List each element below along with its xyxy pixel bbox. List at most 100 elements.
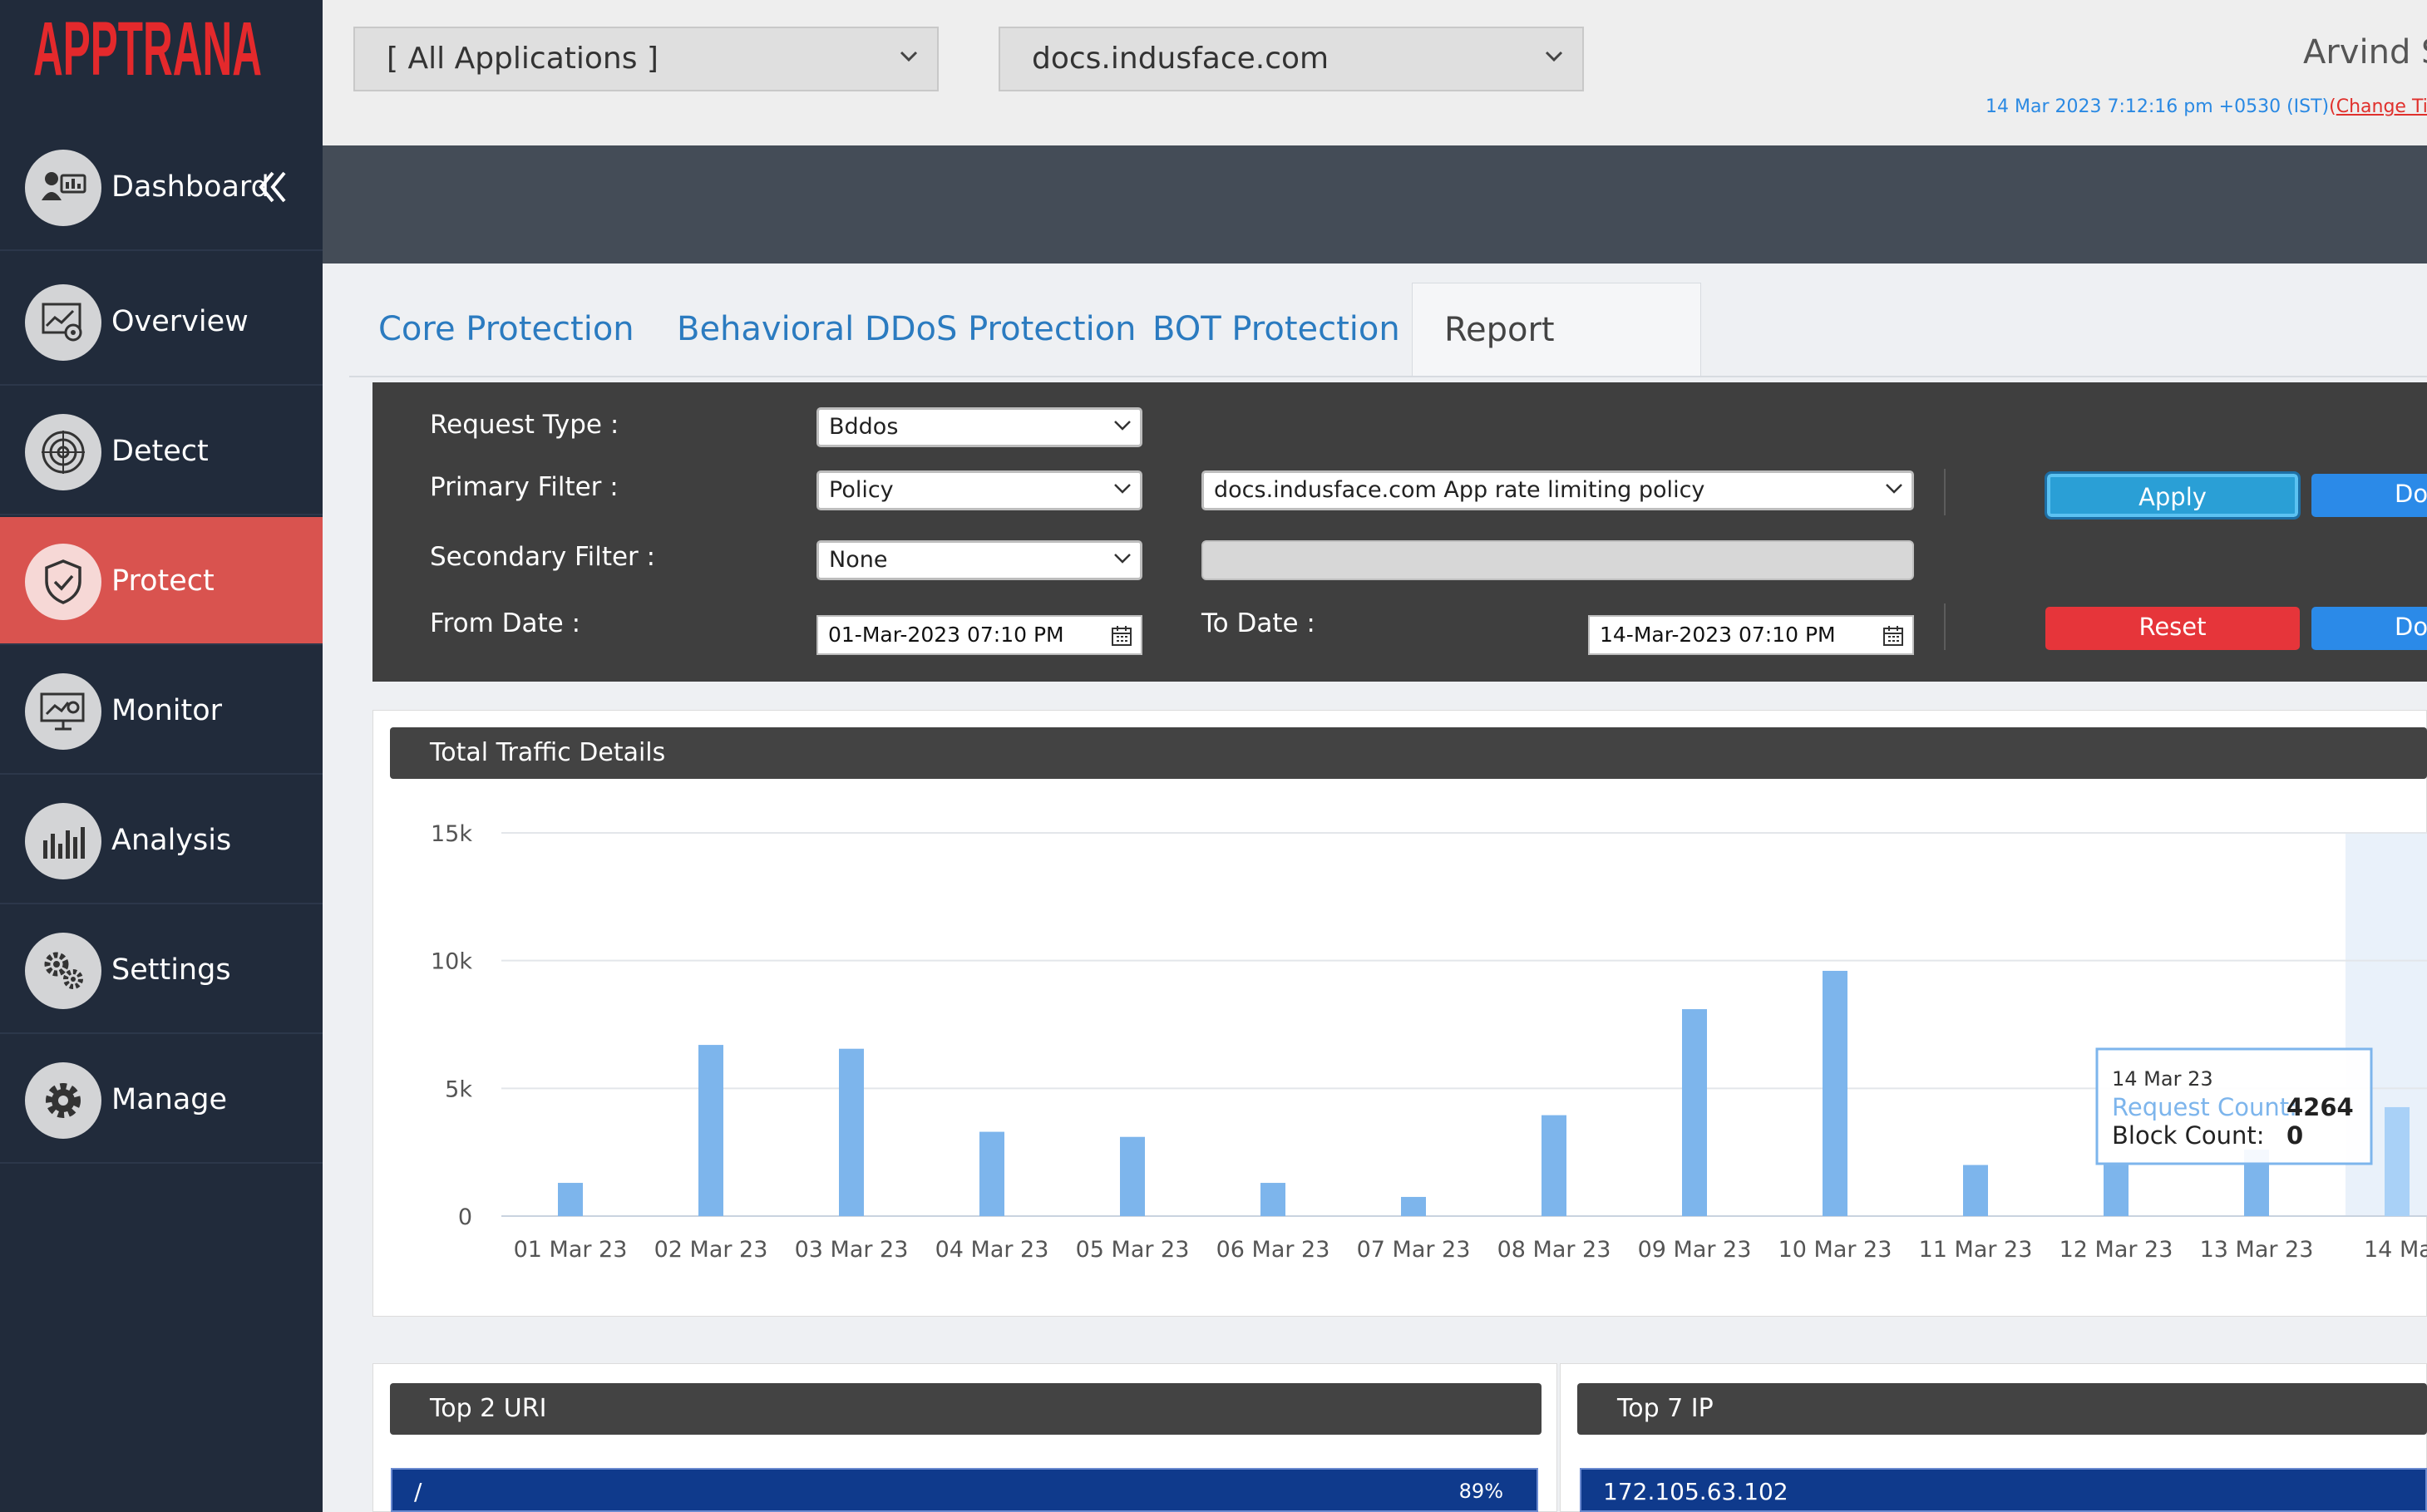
sidebar-item-analysis[interactable]: Analysis [0, 776, 323, 904]
divider [1944, 469, 1946, 515]
policy-select[interactable]: docs.indusface.com App rate limiting pol… [1201, 470, 1914, 510]
total-traffic-title: Total Traffic Details [390, 727, 2427, 779]
tab-core-protection[interactable]: Core Protection [378, 310, 634, 348]
request-type-select[interactable]: Bddos [816, 407, 1142, 447]
tooltip-box [2095, 1047, 2373, 1165]
secondary-filter-detail-select [1201, 540, 1914, 580]
y-tick-label: 5k [445, 1076, 472, 1102]
download-button[interactable]: Do [2311, 474, 2427, 517]
x-tick-label: 01 Mar 23 [514, 1237, 628, 1263]
change-time-link[interactable]: Change Tim [2336, 96, 2427, 117]
timestamp-text: 14 Mar 2023 7:12:16 pm +0530 (IST) [1986, 96, 2330, 117]
secondary-filter-select[interactable]: None [816, 540, 1142, 580]
x-tick-label: 09 Mar 23 [1638, 1237, 1752, 1263]
bar-9[interactable] [1682, 1009, 1707, 1216]
gear-icon [25, 1062, 101, 1139]
divider [1944, 603, 1946, 650]
sidebar-item-label: Monitor [111, 694, 223, 727]
shield-check-icon [25, 544, 101, 620]
calendar-icon[interactable] [1882, 625, 1904, 647]
tooltip-block-value: 0 [2286, 1121, 2303, 1150]
tab-behavioral-ddos-protection[interactable]: Behavioral DDoS Protection [677, 310, 1137, 348]
domain-select[interactable]: docs.indusface.com [999, 27, 1584, 91]
apptrana-logo[interactable]: APPTRANA [33, 7, 283, 90]
bar-14[interactable] [2385, 1106, 2410, 1216]
sidebar-item-overview[interactable]: Overview [0, 258, 323, 386]
chart-tooltip: 14 Mar 23 Request Count: 4264 Block Coun… [2095, 1047, 2373, 1165]
monitor-icon [25, 673, 101, 750]
traffic-bar-chart: 0 5k 10k 15k 01 Mar 23 02 Mar 23 03 Mar 23 04 … [431, 821, 2427, 1263]
tab-report-analysis[interactable]: Report Analysis [1412, 283, 1701, 442]
top-uri-title: Top 2 URI [390, 1383, 1542, 1435]
from-date-input[interactable]: 01-Mar-2023 07:10 PM [816, 615, 1142, 655]
x-tick-label: 12 Mar 23 [2059, 1237, 2173, 1263]
bar-5[interactable] [1120, 1136, 1145, 1216]
bar-10[interactable] [1823, 970, 1847, 1216]
bar-12[interactable] [2104, 1165, 2129, 1216]
ip-row[interactable]: 172.105.63.102 [1580, 1468, 2427, 1512]
x-tick-label: 11 Mar 23 [1919, 1237, 2033, 1263]
bar-7[interactable] [1401, 1196, 1426, 1216]
chevron-down-icon [1114, 484, 1131, 494]
sidebar-item-detect[interactable]: Detect [0, 387, 323, 515]
sidebar-item-protect[interactable]: Protect [0, 517, 323, 645]
primary-filter-value: Policy [829, 477, 894, 503]
gears-icon [25, 933, 101, 1009]
chevron-down-icon [1886, 484, 1902, 494]
to-date-label: To Date : [1201, 608, 1315, 638]
x-tick-label: 04 Mar 23 [935, 1237, 1049, 1263]
logo-text: APPTRANA [33, 7, 262, 90]
x-tick-label: 08 Mar 23 [1497, 1237, 1611, 1263]
sidebar-item-label: Settings [111, 953, 231, 987]
dashboard-icon [25, 150, 101, 226]
from-date-value: 01-Mar-2023 07:10 PM [828, 623, 1064, 647]
tab-bot-protection[interactable]: BOT Protection [1152, 310, 1400, 348]
apply-button[interactable]: Apply [2045, 471, 2301, 520]
bar-8[interactable] [1542, 1115, 1566, 1216]
bar-6[interactable] [1260, 1183, 1285, 1216]
overview-icon [25, 284, 101, 361]
y-tick-label: 10k [431, 949, 472, 975]
uri-label: / [414, 1478, 422, 1505]
chevron-down-icon [900, 51, 918, 62]
sidebar-item-label: Detect [111, 435, 209, 468]
bar-2[interactable] [698, 1045, 723, 1216]
to-date-value: 14-Mar-2023 07:10 PM [1600, 623, 1836, 647]
tab-divider [349, 376, 2427, 377]
secondary-filter-value: None [829, 547, 888, 573]
tooltip-request-label: Request Count: [2112, 1093, 2297, 1121]
policy-select-value: docs.indusface.com App rate limiting pol… [1214, 477, 1705, 503]
radar-icon [25, 414, 101, 490]
download-button-2[interactable]: Do [2311, 607, 2427, 650]
uri-row[interactable]: / 89% [391, 1468, 1538, 1512]
x-tick-label: 03 Mar 23 [795, 1237, 909, 1263]
tooltip-date: 14 Mar 23 [2112, 1067, 2213, 1091]
primary-filter-select[interactable]: Policy [816, 470, 1142, 510]
application-select-value: [ All Applications ] [387, 42, 659, 76]
sidebar-item-label: Overview [111, 305, 249, 338]
y-tick-label: 15k [431, 821, 472, 847]
reset-button[interactable]: Reset [2045, 607, 2300, 650]
user-name[interactable]: Arvind S [2303, 33, 2427, 71]
sidebar-item-dashboard[interactable]: Dashboard [0, 123, 323, 251]
bar-1[interactable] [558, 1183, 583, 1216]
application-select[interactable]: [ All Applications ] [353, 27, 939, 91]
sidebar-item-label: Protect [111, 564, 215, 598]
x-tick-label: 07 Mar 23 [1357, 1237, 1471, 1263]
sidebar-item-settings[interactable]: Settings [0, 906, 323, 1034]
sidebar-item-manage[interactable]: Manage [0, 1036, 323, 1164]
collapse-sidebar-icon[interactable] [254, 166, 288, 208]
y-tick-label: 0 [458, 1204, 472, 1230]
sidebar: APPTRANA [0, 0, 323, 1512]
bar-11[interactable] [1963, 1165, 1988, 1216]
header-band [323, 145, 2427, 263]
request-type-value: Bddos [829, 414, 899, 440]
tooltip-block-label: Block Count: [2112, 1121, 2265, 1150]
bar-3[interactable] [839, 1048, 864, 1216]
calendar-icon[interactable] [1111, 625, 1132, 647]
x-tick-label: 13 Mar 23 [2200, 1237, 2314, 1263]
tooltip-request-value: 4264 [2286, 1093, 2354, 1121]
sidebar-item-monitor[interactable]: Monitor [0, 647, 323, 775]
to-date-input[interactable]: 14-Mar-2023 07:10 PM [1588, 615, 1914, 655]
bar-4[interactable] [979, 1131, 1004, 1216]
